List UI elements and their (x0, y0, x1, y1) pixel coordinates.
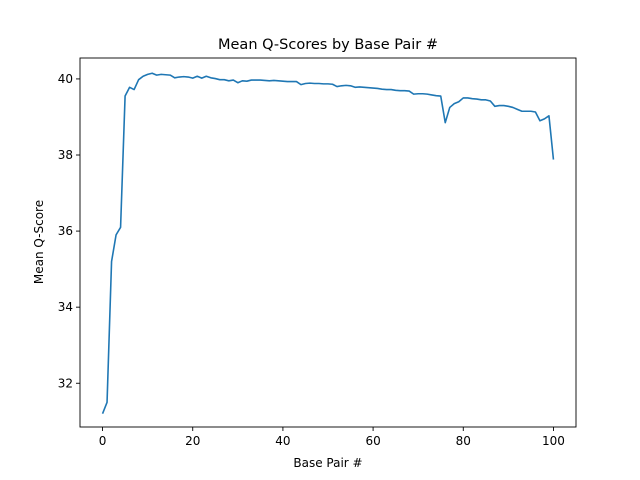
y-tick-label: 34 (58, 300, 73, 314)
series-line-mean-q-score (101, 72, 555, 414)
y-tick-label: 38 (58, 148, 73, 162)
x-tick-label: 20 (185, 434, 200, 448)
x-tick-label: 0 (99, 434, 107, 448)
chart-title: Mean Q-Scores by Base Pair # (218, 37, 438, 53)
x-axis-label: Base Pair # (293, 456, 362, 470)
x-tick-label: 60 (365, 434, 380, 448)
y-axis-label: Mean Q-Score (32, 200, 46, 284)
y-axis-ticks: 32 34 36 38 40 (58, 72, 80, 390)
x-tick-label: 80 (456, 434, 471, 448)
x-axis-ticks: 0 20 40 60 80 100 (99, 427, 565, 448)
y-tick-label: 36 (58, 224, 73, 238)
plot-area (101, 72, 555, 414)
axes-frame (79, 57, 577, 428)
y-tick-label: 32 (58, 376, 73, 390)
x-tick-label: 40 (275, 434, 290, 448)
x-tick-label: 100 (542, 434, 565, 448)
y-tick-label: 40 (58, 72, 73, 86)
